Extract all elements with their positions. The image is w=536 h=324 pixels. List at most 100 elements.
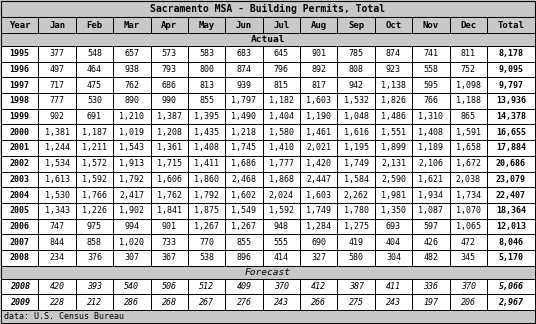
Bar	[1, 187, 39, 203]
Bar	[1, 46, 39, 62]
Text: 228: 228	[49, 298, 64, 307]
Bar	[338, 156, 375, 171]
Bar	[338, 171, 375, 187]
Text: 8,046: 8,046	[498, 237, 524, 247]
Bar	[113, 250, 151, 266]
Text: Jan: Jan	[49, 20, 65, 29]
Bar	[39, 17, 76, 33]
Text: 583: 583	[199, 49, 214, 58]
Bar	[300, 140, 338, 156]
Text: 1,603: 1,603	[306, 191, 331, 200]
Bar	[188, 62, 225, 77]
Text: 1,868: 1,868	[269, 175, 294, 184]
Bar	[39, 93, 76, 109]
Text: 1,098: 1,098	[456, 81, 481, 90]
Text: 1,188: 1,188	[456, 97, 481, 105]
Text: 1,408: 1,408	[194, 144, 219, 153]
Bar	[487, 62, 535, 77]
Text: 2,447: 2,447	[306, 175, 331, 184]
Text: 902: 902	[49, 112, 64, 121]
Bar	[412, 234, 450, 250]
Bar	[225, 203, 263, 219]
Text: 1,621: 1,621	[419, 175, 443, 184]
Bar	[263, 234, 300, 250]
Bar	[1, 124, 39, 140]
Text: 1,792: 1,792	[120, 175, 144, 184]
Text: 813: 813	[199, 81, 214, 90]
Text: 20,686: 20,686	[496, 159, 526, 168]
Text: 2,038: 2,038	[456, 175, 481, 184]
Text: 1,189: 1,189	[419, 144, 443, 153]
Text: 414: 414	[274, 253, 289, 262]
Text: 1,766: 1,766	[82, 191, 107, 200]
Bar	[487, 171, 535, 187]
Text: 2003: 2003	[10, 175, 29, 184]
Text: 811: 811	[461, 49, 476, 58]
Text: 426: 426	[423, 237, 438, 247]
Text: 874: 874	[386, 49, 401, 58]
Bar	[338, 234, 375, 250]
Text: 1,592: 1,592	[82, 175, 107, 184]
Bar	[375, 93, 412, 109]
Bar	[188, 187, 225, 203]
Text: 770: 770	[199, 237, 214, 247]
Bar	[1, 250, 39, 266]
Bar	[412, 77, 450, 93]
Bar	[76, 17, 113, 33]
Bar	[412, 62, 450, 77]
Text: Mar: Mar	[124, 20, 140, 29]
Text: 844: 844	[49, 237, 64, 247]
Text: 555: 555	[274, 237, 289, 247]
Text: Oct: Oct	[385, 20, 401, 29]
Text: 286: 286	[124, 298, 139, 307]
Bar	[188, 234, 225, 250]
Text: 482: 482	[423, 253, 438, 262]
Bar	[412, 219, 450, 234]
Text: 1,792: 1,792	[194, 191, 219, 200]
Bar	[300, 203, 338, 219]
Text: 690: 690	[311, 237, 326, 247]
Text: 2008: 2008	[10, 253, 29, 262]
Bar	[300, 124, 338, 140]
Text: 858: 858	[87, 237, 102, 247]
Bar	[225, 17, 263, 33]
Text: 747: 747	[49, 222, 64, 231]
Text: 2,131: 2,131	[381, 159, 406, 168]
Bar	[338, 124, 375, 140]
Bar	[375, 46, 412, 62]
Text: 1,387: 1,387	[157, 112, 182, 121]
Text: 1,875: 1,875	[194, 206, 219, 215]
Text: 1,218: 1,218	[232, 128, 256, 137]
Bar	[225, 234, 263, 250]
Bar	[450, 156, 487, 171]
Text: 1,603: 1,603	[306, 97, 331, 105]
Bar	[338, 219, 375, 234]
Text: 762: 762	[124, 81, 139, 90]
Text: 2006: 2006	[10, 222, 29, 231]
Text: 1,310: 1,310	[419, 112, 443, 121]
Text: 370: 370	[274, 282, 289, 291]
Bar	[487, 109, 535, 124]
Bar	[151, 140, 188, 156]
Text: 506: 506	[162, 282, 177, 291]
Text: 1,580: 1,580	[269, 128, 294, 137]
Bar	[113, 234, 151, 250]
Text: 1,486: 1,486	[381, 112, 406, 121]
Text: 336: 336	[423, 282, 438, 291]
Text: 2,590: 2,590	[381, 175, 406, 184]
Bar	[1, 140, 39, 156]
Bar	[338, 250, 375, 266]
Text: 497: 497	[49, 65, 64, 74]
Bar	[1, 1, 535, 17]
Text: 800: 800	[199, 65, 214, 74]
Text: 1,138: 1,138	[381, 81, 406, 90]
Bar	[300, 219, 338, 234]
Bar	[188, 17, 225, 33]
Bar	[225, 93, 263, 109]
Bar	[188, 77, 225, 93]
Text: 990: 990	[162, 97, 177, 105]
Text: 942: 942	[348, 81, 363, 90]
Bar	[375, 171, 412, 187]
Bar	[338, 46, 375, 62]
Text: 1,019: 1,019	[120, 128, 144, 137]
